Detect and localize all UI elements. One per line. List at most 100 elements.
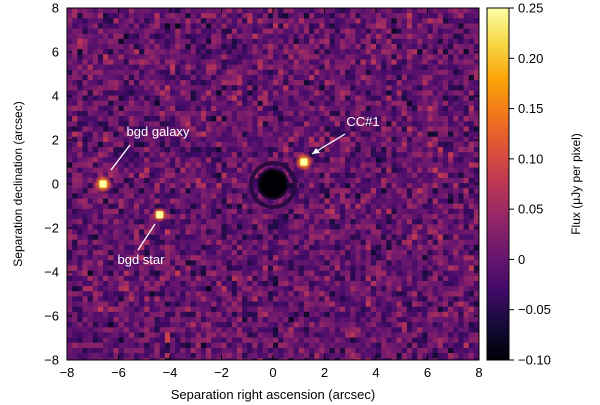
- heatmap-cell: [283, 13, 289, 19]
- heatmap-cell: [442, 157, 449, 163]
- heatmap-cell: [324, 229, 331, 235]
- heatmap-cell: [231, 136, 238, 143]
- heatmap-cell: [376, 131, 382, 138]
- heatmap-cell: [159, 250, 166, 256]
- heatmap-cell: [211, 8, 217, 14]
- heatmap-cell: [144, 38, 150, 45]
- heatmap-cell: [360, 64, 367, 71]
- heatmap-cell: [473, 291, 479, 297]
- heatmap-cell: [200, 111, 207, 117]
- heatmap-cell: [242, 198, 248, 205]
- heatmap-cell: [87, 131, 94, 138]
- heatmap-cell: [437, 44, 444, 50]
- heatmap-cell: [376, 203, 382, 210]
- heatmap-cell: [123, 275, 130, 282]
- heatmap-cell: [273, 224, 279, 230]
- heatmap-cell: [427, 183, 434, 189]
- heatmap-cell: [427, 322, 434, 328]
- heatmap-cell: [67, 260, 73, 266]
- heatmap-cell: [103, 224, 109, 230]
- heatmap-cell: [170, 38, 176, 45]
- heatmap-cell: [82, 162, 88, 169]
- heatmap-cell: [113, 198, 119, 205]
- heatmap-cell: [92, 38, 99, 45]
- heatmap-cell: [334, 18, 341, 24]
- heatmap-cell: [406, 234, 413, 241]
- heatmap-cell: [432, 280, 439, 287]
- heatmap-cell: [360, 203, 367, 210]
- heatmap-cell: [87, 152, 94, 158]
- heatmap-cell: [288, 250, 294, 256]
- heatmap-cell: [391, 188, 397, 194]
- heatmap-cell: [422, 64, 428, 71]
- heatmap-cell: [175, 13, 181, 19]
- heatmap-cell: [226, 23, 233, 29]
- heatmap-cell: [159, 126, 166, 132]
- heatmap-cell: [221, 208, 228, 215]
- heatmap-cell: [144, 214, 150, 220]
- heatmap-cell: [257, 59, 264, 66]
- heatmap-cell: [396, 311, 403, 318]
- heatmap-cell: [453, 208, 459, 215]
- heatmap-cell: [329, 270, 336, 277]
- heatmap-cell: [401, 291, 408, 297]
- heatmap-cell: [72, 250, 78, 256]
- heatmap-cell: [252, 111, 258, 117]
- heatmap-cell: [288, 69, 294, 76]
- heatmap-cell: [473, 177, 479, 184]
- heatmap-cell: [139, 260, 145, 266]
- heatmap-cell: [442, 95, 449, 102]
- heatmap-cell: [324, 162, 331, 169]
- heatmap-cell: [453, 286, 459, 292]
- heatmap-cell: [396, 59, 403, 66]
- heatmap-cell: [417, 270, 423, 277]
- heatmap-cell: [144, 291, 150, 297]
- heatmap-cell: [417, 95, 423, 102]
- heatmap-cell: [113, 296, 119, 302]
- heatmap-cell: [370, 38, 377, 45]
- heatmap-cell: [72, 64, 78, 71]
- heatmap-cell: [133, 162, 140, 169]
- heatmap-cell: [128, 85, 135, 91]
- heatmap-cell: [329, 306, 336, 313]
- heatmap-cell: [87, 177, 94, 184]
- heatmap-cell: [458, 291, 464, 297]
- heatmap-cell: [185, 301, 191, 308]
- heatmap-cell: [175, 100, 181, 107]
- heatmap-cell: [442, 116, 449, 122]
- heatmap-cell: [180, 126, 186, 132]
- heatmap-cell: [386, 172, 392, 179]
- heatmap-cell: [432, 311, 439, 318]
- heatmap-cell: [118, 317, 125, 323]
- heatmap-cell: [273, 234, 279, 241]
- heatmap-cell: [473, 18, 479, 24]
- heatmap-cell: [278, 18, 284, 24]
- heatmap-cell: [175, 244, 181, 251]
- heatmap-cell: [113, 219, 119, 225]
- heatmap-cell: [211, 270, 217, 277]
- heatmap-cell: [103, 208, 109, 215]
- heatmap-cell: [170, 126, 176, 132]
- heatmap-cell: [247, 193, 253, 199]
- heatmap-cell: [396, 280, 403, 287]
- heatmap-cell: [113, 121, 119, 127]
- heatmap-cell: [365, 126, 372, 132]
- heatmap-cell: [236, 317, 243, 323]
- heatmap-cell: [154, 239, 161, 246]
- heatmap-cell: [334, 188, 341, 194]
- heatmap-cell: [386, 177, 392, 184]
- heatmap-cell: [437, 105, 444, 112]
- heatmap-cell: [113, 291, 119, 297]
- heatmap-cell: [298, 193, 305, 199]
- heatmap-cell: [401, 64, 408, 71]
- heatmap-cell: [355, 203, 361, 210]
- heatmap-cell: [314, 244, 320, 251]
- heatmap-cell: [67, 193, 73, 199]
- heatmap-cell: [226, 111, 233, 117]
- heatmap-cell: [334, 172, 341, 179]
- heatmap-cell: [381, 306, 387, 313]
- heatmap-cell: [77, 239, 83, 246]
- heatmap-cell: [97, 116, 104, 122]
- heatmap-cell: [401, 255, 408, 261]
- heatmap-cell: [139, 8, 145, 14]
